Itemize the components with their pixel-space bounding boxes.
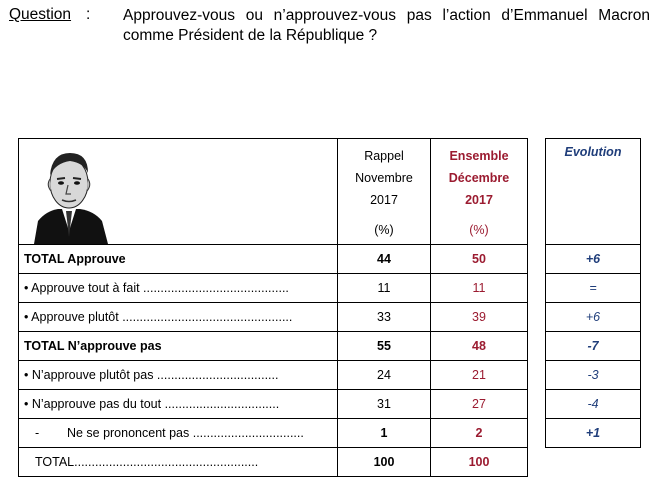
evolution-value: -7 (545, 331, 641, 361)
row-rappel: 55 (337, 331, 431, 361)
header-rappel: Rappel Novembre 2017 (%) (337, 138, 431, 245)
table-row: - Ne se prononcent pas .................… (18, 418, 528, 448)
results-table: Rappel Novembre 2017 (%) Ensemble Décemb… (18, 138, 528, 477)
evolution-value: +6 (545, 244, 641, 274)
row-label: TOTAL N’approuve pas (18, 331, 338, 361)
header-row: Rappel Novembre 2017 (%) Ensemble Décemb… (18, 138, 528, 245)
evolution-value: +1 (545, 418, 641, 448)
row-label: TOTAL Approuve (18, 244, 338, 274)
header-rappel-line3: 2017 (370, 193, 398, 207)
table-row: TOTAL Approuve 44 50 (18, 244, 528, 274)
row-ensemble: 2 (430, 418, 528, 448)
header-ensemble: Ensemble Décembre 2017 (%) (430, 138, 528, 245)
evolution-value: = (545, 273, 641, 303)
evolution-value: -4 (545, 389, 641, 419)
row-label: - Ne se prononcent pas .................… (18, 418, 338, 448)
row-label: • N’approuve pas du tout ...............… (18, 389, 338, 419)
row-rappel: 1 (337, 418, 431, 448)
table-row: • Approuve plutôt ......................… (18, 302, 528, 332)
portrait-cell (18, 138, 338, 245)
row-ensemble: 50 (430, 244, 528, 274)
table-row: TOTAL N’approuve pas 55 48 (18, 331, 528, 361)
row-ensemble: 39 (430, 302, 528, 332)
table-row: • Approuve tout à fait .................… (18, 273, 528, 303)
header-ensemble-line2: Décembre (448, 171, 510, 185)
header-ensemble-line1: Ensemble (449, 149, 509, 163)
row-rappel: 44 (337, 244, 431, 274)
evolution-value: -3 (545, 360, 641, 390)
question-text: Approuvez-vous ou n’approuvez-vous pas l… (123, 7, 650, 44)
row-rappel: 11 (337, 273, 431, 303)
header-ensemble-unit: (%) (469, 223, 489, 237)
evolution-value: +6 (545, 302, 641, 332)
row-label: • N’approuve plutôt pas ................… (18, 360, 338, 390)
row-rappel: 31 (337, 389, 431, 419)
question-label: Question (9, 6, 72, 23)
table-row: TOTAL...................................… (18, 447, 528, 477)
row-rappel: 100 (337, 447, 431, 477)
evolution-table: Evolution +6 = +6 -7 -3 -4 +1 (545, 138, 641, 448)
row-rappel: 24 (337, 360, 431, 390)
table-row: • N’approuve pas du tout ...............… (18, 389, 528, 419)
row-ensemble: 11 (430, 273, 528, 303)
row-label: TOTAL...................................… (18, 447, 338, 477)
row-rappel: 33 (337, 302, 431, 332)
row-ensemble: 21 (430, 360, 528, 390)
row-label: • Approuve tout à fait .................… (18, 273, 338, 303)
header-rappel-line2: Novembre (355, 171, 413, 185)
portrait-image (19, 139, 337, 244)
question-colon: : (86, 6, 91, 23)
row-ensemble: 27 (430, 389, 528, 419)
header-rappel-line1: Rappel (364, 149, 404, 163)
table-row: • N’approuve plutôt pas ................… (18, 360, 528, 390)
row-ensemble: 48 (430, 331, 528, 361)
row-ensemble: 100 (430, 447, 528, 477)
row-label: • Approuve plutôt ......................… (18, 302, 338, 332)
header-ensemble-line3: 2017 (465, 193, 493, 207)
header-evolution: Evolution (545, 138, 641, 245)
header-rappel-unit: (%) (374, 223, 394, 237)
